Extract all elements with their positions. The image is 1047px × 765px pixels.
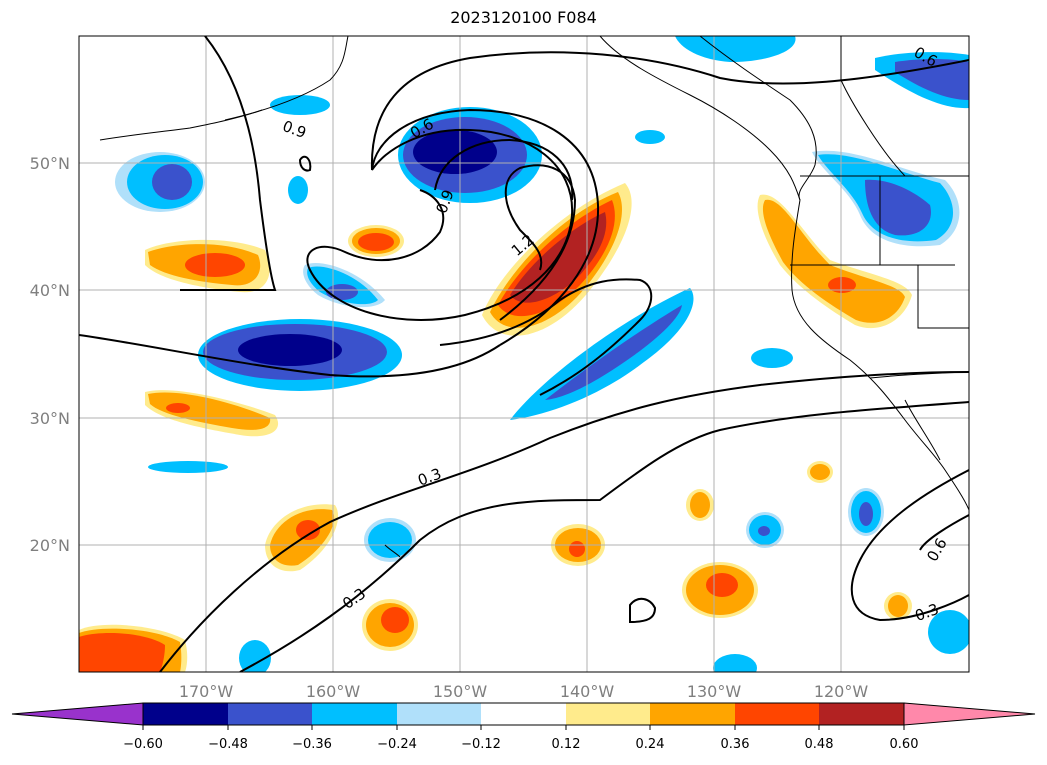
colorbar-tick-labels: −0.60 −0.48 −0.36 −0.24 −0.12 0.12 0.24 … [123, 737, 918, 752]
positive-blob-small-1 [348, 225, 404, 257]
colorbar-bin [397, 703, 481, 725]
negative-blob-small-10 [848, 488, 884, 536]
positive-blob-west [145, 239, 270, 293]
colorbar-bin [228, 703, 312, 725]
longitude-labels: 170°W 160°W 150°W 140°W 130°W 120°W [179, 682, 869, 701]
contour-small-loop-2 [629, 597, 657, 624]
colorbar-bin [481, 703, 566, 725]
latitude-labels: 50°N 40°N 30°N 20°N [30, 154, 70, 555]
negative-blob-small-8 [713, 654, 757, 672]
positive-blob-sw [145, 390, 279, 437]
coastlines [99, 36, 969, 558]
lon-label-120: 120°W [814, 682, 869, 701]
contour-central [439, 278, 653, 396]
positive-blob-s1 [362, 599, 418, 651]
negative-blob-small-4 [635, 130, 665, 144]
colorbar-bin [312, 703, 397, 725]
negative-blob-small-6 [364, 518, 416, 562]
contour-0.6-upper [370, 51, 969, 171]
contour-small-loop-1 [298, 155, 312, 172]
colorbar-tick-label: 0.36 [721, 737, 750, 752]
contour-spiral-inner [434, 138, 574, 201]
lon-label-170: 170°W [179, 682, 234, 701]
negative-blob-alaska-small [270, 95, 330, 115]
positive-blob-s3 [682, 562, 758, 618]
colorbar-ticks [142, 725, 905, 730]
negative-blob-small-12 [928, 610, 969, 654]
colorbar-tick-label: −0.24 [377, 737, 417, 752]
colorbar-tick-label: −0.12 [461, 737, 501, 752]
negative-blob-ne-corner [875, 52, 969, 109]
baja-coast [904, 399, 941, 461]
positive-blob-sw-corner [79, 624, 188, 672]
colorbar-tick-label: 0.24 [636, 737, 665, 752]
map-area: 0.9 0.6 0.9 1.2 0.6 0.3 0.3 0.6 0.3 [79, 36, 969, 672]
colorbar-frame [142, 702, 905, 726]
hawaii-islands [384, 544, 401, 558]
colorbar-extend-high [903, 702, 1036, 726]
positive-blob-s4 [686, 489, 714, 521]
border-bc-ab [840, 36, 906, 177]
colorbar-tick-label: −0.48 [208, 737, 248, 752]
colorbar-bin [735, 703, 819, 725]
colorbar-tick-label: −0.36 [292, 737, 332, 752]
bc-coast [699, 36, 817, 201]
negative-blob-nw [115, 152, 205, 212]
lon-label-130: 130°W [687, 682, 742, 701]
lon-label-140: 140°W [560, 682, 615, 701]
contour-0.9-west [180, 36, 277, 292]
negative-blob-central [198, 319, 402, 391]
contour-0.3-lower [239, 401, 969, 672]
colorbar-bin [650, 703, 735, 725]
contours [79, 36, 969, 672]
lat-label-30: 30°N [30, 409, 70, 428]
se-alaska-coast [599, 36, 801, 201]
positive-blob-westcoast [757, 194, 912, 329]
contour-1.2 [499, 164, 577, 321]
grid-lines [79, 36, 969, 672]
negative-blob-small-9 [746, 512, 784, 548]
negative-blob-gulf [398, 107, 542, 203]
lon-label-160: 160°W [306, 682, 361, 701]
colorbar-bin [819, 703, 904, 725]
colorbar-extend-low [11, 702, 144, 726]
colorbar-tick-label: −0.60 [123, 737, 163, 752]
contour-0.6-se-inner [919, 514, 969, 551]
contour-0.3-upper [159, 371, 969, 672]
us-west-coast [791, 199, 969, 511]
positive-blob-s5 [807, 461, 833, 483]
colorbar-bin [143, 703, 228, 725]
border-state-3 [917, 265, 969, 329]
contour-0.6-se [850, 469, 969, 622]
lon-label-150: 150°W [433, 682, 488, 701]
negative-blob-small-7 [239, 640, 271, 672]
aleutians [99, 109, 263, 141]
contour-0.6-west [79, 334, 501, 378]
map-frame [78, 35, 970, 673]
colorbar-tick-label: 0.60 [890, 737, 919, 752]
lat-label-50: 50°N [30, 154, 70, 173]
lat-label-40: 40°N [30, 281, 70, 300]
colorbar-tick-label: 0.12 [552, 737, 581, 752]
anomaly-fills [79, 36, 969, 672]
negative-blob-small-2 [288, 176, 308, 204]
positive-blob-s6 [884, 592, 912, 620]
colorbar-bin [566, 703, 650, 725]
colorbar-tick-label: 0.48 [805, 737, 834, 752]
negative-blob-small-11 [751, 348, 793, 368]
lat-label-20: 20°N [30, 536, 70, 555]
negative-blob-top-center [675, 36, 796, 62]
negative-blob-small-5 [148, 461, 228, 473]
colorbar: −0.60 −0.48 −0.36 −0.24 −0.12 0.12 0.24 … [11, 702, 1036, 752]
map-title: 2023120100 F084 [450, 8, 597, 27]
